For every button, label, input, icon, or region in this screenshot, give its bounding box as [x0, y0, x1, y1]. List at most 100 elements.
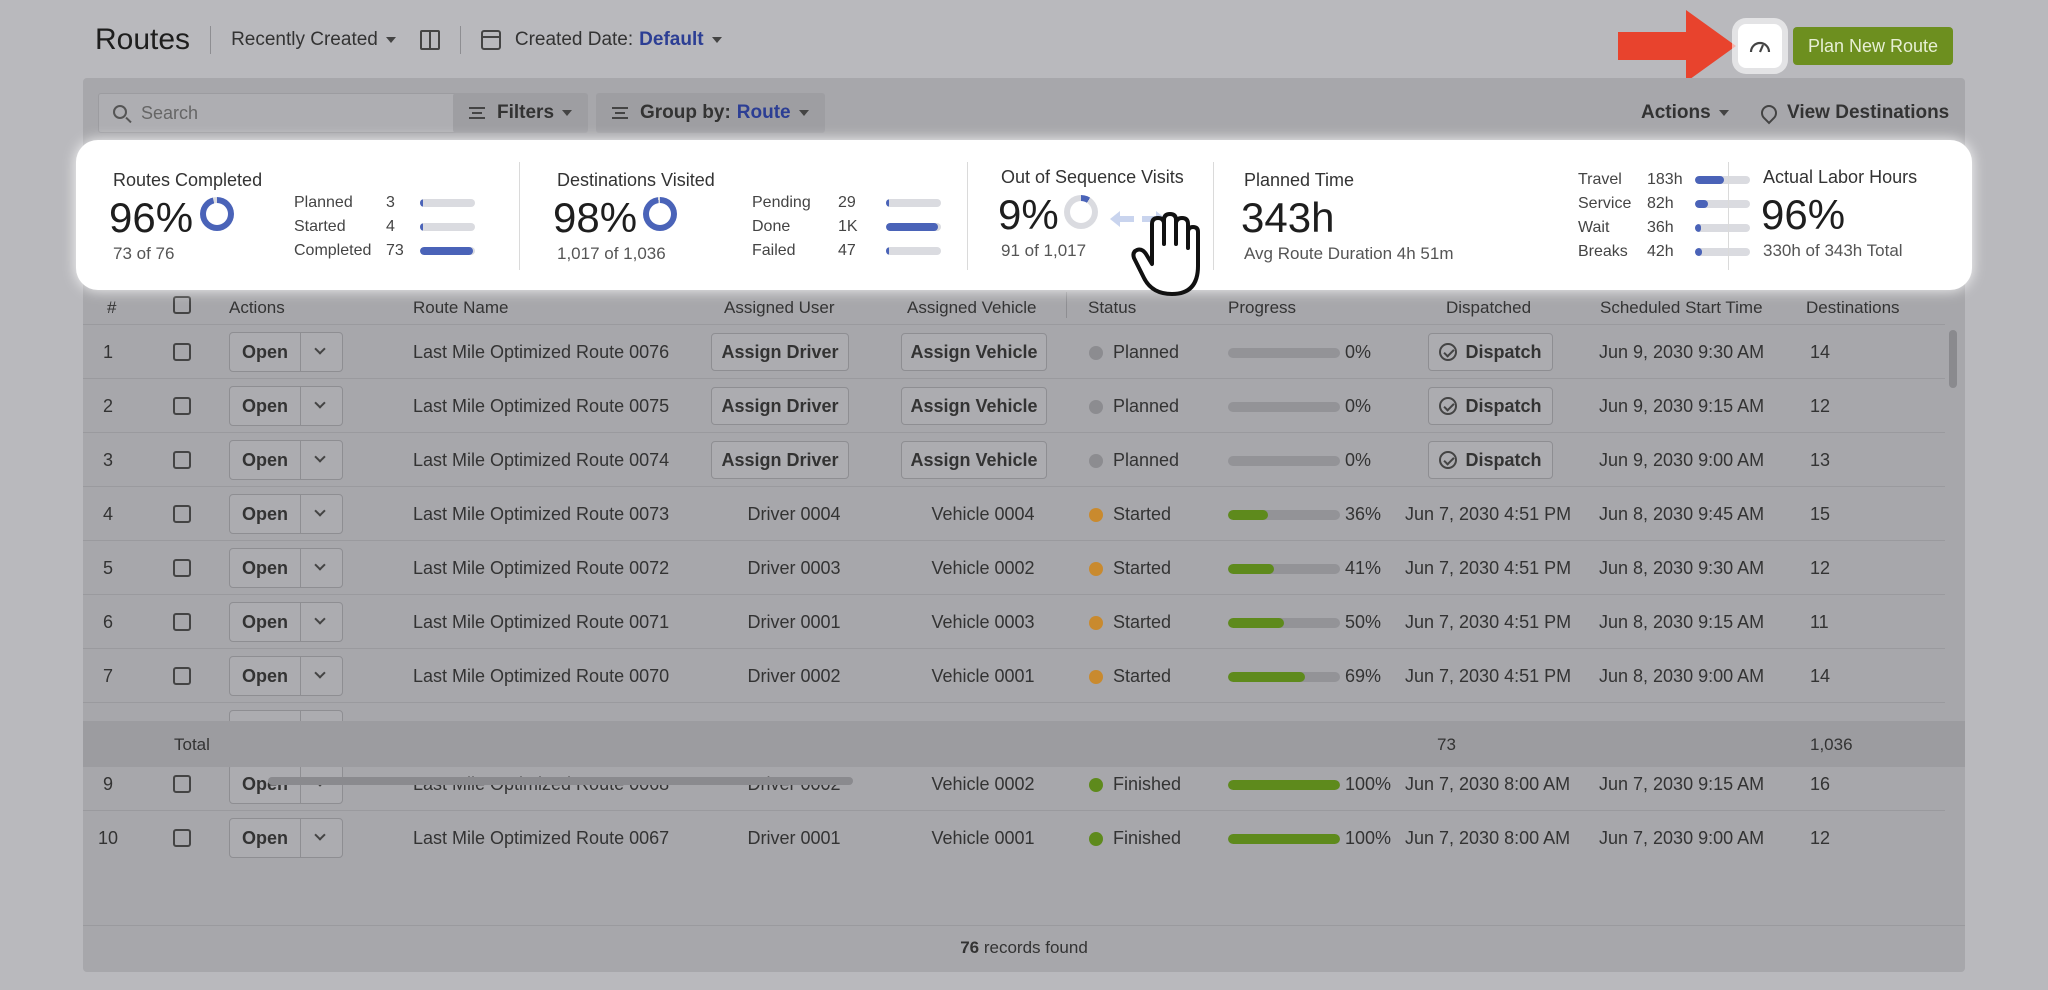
table-row[interactable]: 2 Open Last Mile Optimized Route 0075 Assig…	[83, 378, 1945, 432]
chevron-down-icon[interactable]	[314, 397, 326, 409]
route-name[interactable]: Last Mile Optimized Route 0073	[413, 504, 670, 524]
open-route-button[interactable]: Open	[229, 602, 343, 642]
route-name[interactable]: Last Mile Optimized Route 0075	[413, 396, 670, 416]
scheduled-start-time: Jun 8, 2030 9:00 AM	[1599, 666, 1765, 686]
plan-new-route-button[interactable]: Plan New Route	[1793, 27, 1953, 65]
breakdown-row-travel: Travel 183h	[1578, 170, 1750, 190]
row-checkbox[interactable]	[173, 451, 191, 469]
dispatch-button[interactable]: Dispatch	[1428, 441, 1553, 479]
table-row[interactable]: 6 Open Last Mile Optimized Route 0071 Drive…	[83, 594, 1945, 648]
chevron-down-icon[interactable]	[314, 667, 326, 679]
open-route-button[interactable]: Open	[229, 494, 343, 534]
header-destinations[interactable]: Destinations	[1806, 298, 1900, 317]
breakdown-label: Done	[752, 218, 791, 235]
row-checkbox[interactable]	[173, 505, 191, 523]
breakdown-value: 29	[838, 194, 856, 211]
table-row[interactable]: 3 Open Last Mile Optimized Route 0074 Assig…	[83, 432, 1945, 486]
view-destinations-button[interactable]: View Destinations	[1757, 93, 1949, 133]
row-checkbox[interactable]	[173, 667, 191, 685]
group-icon	[612, 107, 628, 119]
assign-vehicle-button[interactable]: Assign Vehicle	[901, 441, 1047, 479]
header-dispatched[interactable]: Dispatched	[1446, 298, 1532, 317]
chevron-down-icon[interactable]	[314, 451, 326, 463]
destinations-count: 15	[1810, 504, 1831, 524]
date-filter-prefix: Created Date:	[514, 29, 634, 50]
header-assigned-user[interactable]: Assigned User	[724, 298, 835, 317]
table-row[interactable]: 4 Open Last Mile Optimized Route 0073 Drive…	[83, 486, 1945, 540]
open-label: Open	[241, 612, 288, 632]
sort-dropdown[interactable]: Recently Created	[231, 29, 396, 51]
table-row[interactable]: 1 Open Last Mile Optimized Route 0076 Assig…	[83, 324, 1945, 378]
open-label: Open	[241, 504, 288, 524]
chevron-down-icon[interactable]	[314, 613, 326, 625]
progress-fill	[1228, 564, 1274, 574]
breakdown-value: 183h	[1647, 171, 1683, 188]
row-number: 10	[97, 828, 119, 848]
row-checkbox[interactable]	[173, 775, 191, 793]
dashboard-toggle-button[interactable]	[1738, 24, 1782, 68]
breakdown-row-failed: Failed 47	[752, 241, 941, 261]
header-progress[interactable]: Progress	[1228, 298, 1297, 317]
horizontal-scrollbar[interactable]	[268, 777, 853, 785]
open-route-button[interactable]: Open	[229, 656, 343, 696]
assign-driver-button[interactable]: Assign Driver	[711, 333, 849, 371]
table-row[interactable]: 5 Open Last Mile Optimized Route 0072 Drive…	[83, 540, 1945, 594]
toolbar: Search Filters Group by: Route Actions Vi…	[83, 78, 1965, 150]
chevron-down-icon[interactable]	[314, 559, 326, 571]
chevron-down-icon[interactable]	[314, 505, 326, 517]
chevron-down-icon[interactable]	[314, 829, 326, 841]
search-input[interactable]: Search	[98, 93, 458, 133]
table-row[interactable]: 7 Open Last Mile Optimized Route 0070 Drive…	[83, 648, 1945, 702]
breakdown-bar	[886, 199, 941, 207]
assign-driver-button[interactable]: Assign Driver	[711, 387, 849, 425]
route-name[interactable]: Last Mile Optimized Route 0070	[413, 666, 670, 686]
breakdown-label: Failed	[752, 242, 796, 259]
dispatch-button[interactable]: Dispatch	[1428, 387, 1553, 425]
column-resize-handle[interactable]	[1066, 292, 1067, 318]
dispatched-time: Jun 7, 2030 4:51 PM	[1405, 612, 1572, 632]
assign-driver-button[interactable]: Assign Driver	[711, 441, 849, 479]
route-name[interactable]: Last Mile Optimized Route 0071	[413, 612, 670, 632]
table-row[interactable]: 10 Open Last Mile Optimized Route 0067 Driv…	[83, 810, 1945, 864]
filters-button[interactable]: Filters	[453, 93, 589, 133]
header-route-name[interactable]: Route Name	[413, 298, 509, 317]
row-number: 9	[102, 774, 113, 794]
open-route-button[interactable]: Open	[229, 548, 343, 588]
row-checkbox[interactable]	[173, 397, 191, 415]
breakdown-bar	[420, 199, 475, 207]
route-name[interactable]: Last Mile Optimized Route 0072	[413, 558, 670, 578]
split-divider	[300, 441, 301, 479]
select-all-checkbox[interactable]	[173, 296, 191, 314]
date-filter-dropdown[interactable]: Created Date: Default	[515, 29, 722, 51]
route-name[interactable]: Last Mile Optimized Route 0074	[413, 450, 670, 470]
row-checkbox[interactable]	[173, 343, 191, 361]
chevron-down-icon[interactable]	[314, 343, 326, 355]
search-placeholder: Search	[141, 102, 199, 123]
assigned-user: Driver 0004	[747, 504, 841, 524]
column-settings-icon[interactable]	[419, 30, 440, 50]
route-name[interactable]: Last Mile Optimized Route 0067	[413, 828, 670, 848]
open-route-button[interactable]: Open	[229, 332, 343, 372]
row-checkbox[interactable]	[173, 829, 191, 847]
group-by-button[interactable]: Group by: Route	[596, 93, 825, 133]
donut-chart-icon	[1064, 195, 1098, 229]
header-scheduled-start-time[interactable]: Scheduled Start Time	[1600, 298, 1763, 317]
map-pin-icon	[1757, 101, 1781, 125]
dispatch-button[interactable]: Dispatch	[1428, 333, 1553, 371]
breakdown-label: Travel	[1578, 171, 1622, 188]
open-route-button[interactable]: Open	[229, 440, 343, 480]
row-checkbox[interactable]	[173, 613, 191, 631]
actions-dropdown[interactable]: Actions	[1641, 93, 1729, 133]
route-name[interactable]: Last Mile Optimized Route 0076	[413, 342, 670, 362]
vertical-scrollbar[interactable]	[1949, 330, 1957, 388]
header-status[interactable]: Status	[1088, 298, 1137, 317]
assign-vehicle-button[interactable]: Assign Vehicle	[901, 387, 1047, 425]
header-assigned-vehicle[interactable]: Assigned Vehicle	[907, 298, 1037, 317]
status-dot	[1089, 454, 1103, 468]
open-route-button[interactable]: Open	[229, 818, 343, 858]
stat-label: Destinations Visited	[557, 170, 715, 190]
row-checkbox[interactable]	[173, 559, 191, 577]
stat-sub: 1,017 of 1,036	[557, 244, 666, 263]
open-route-button[interactable]: Open	[229, 386, 343, 426]
assign-vehicle-button[interactable]: Assign Vehicle	[901, 333, 1047, 371]
